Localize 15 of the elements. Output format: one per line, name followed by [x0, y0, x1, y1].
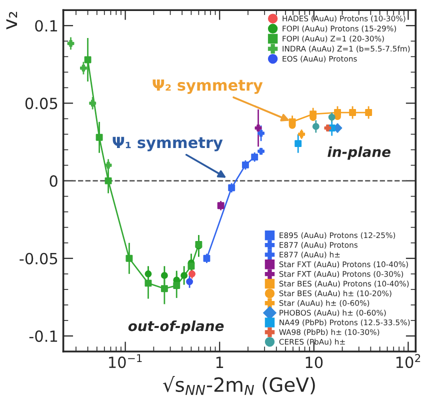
x-tick-label: 10$^{2}$	[396, 354, 420, 368]
y-tick-label: 0.1	[35, 20, 58, 32]
annotation: Ψ₂ symmetry	[152, 79, 263, 94]
y-tick-label: 0	[50, 175, 58, 187]
annotation: in-plane	[328, 146, 390, 160]
x-axis-title: √s$_{NN}$-2m$_{N}$ (GeV)	[162, 376, 315, 395]
x-tick-label: 1	[216, 356, 224, 368]
x-tick-label: 10$^{−1}$	[109, 354, 142, 368]
y-tick-label: -0.05	[20, 252, 58, 264]
y-axis-title: v₂	[6, 12, 18, 30]
annotation: Ψ₁ symmetry	[112, 136, 223, 152]
y-tick-label: 0.05	[25, 98, 58, 110]
x-tick-label: 10	[306, 356, 323, 368]
annotation: out-of-plane	[128, 320, 224, 334]
y-tick-label: -0.1	[29, 330, 58, 342]
